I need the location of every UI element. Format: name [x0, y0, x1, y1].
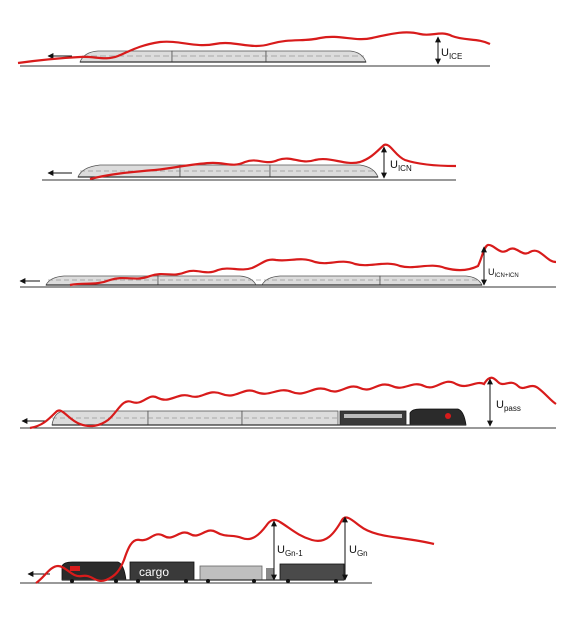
wake-wave — [17, 31, 491, 65]
amplitude-label-gn: UGn — [349, 544, 368, 558]
wake-wave — [29, 376, 557, 430]
panel-ice: UICE — [17, 31, 491, 67]
amplitude-label-icn: UICN — [390, 159, 412, 173]
panel-freight: cargo UGn-1 UGn — [20, 516, 435, 584]
amplitude-label-ice: UICE — [441, 47, 462, 61]
amplitude-label-pass: Upass — [496, 399, 521, 413]
wake-wave — [89, 143, 457, 181]
amplitude-label-icn-double: UICN+ICN — [488, 267, 519, 279]
amplitude-label-gn-1: UGn-1 — [277, 544, 303, 558]
ice-train — [79, 50, 367, 63]
panel-passenger: Upass — [20, 376, 557, 430]
wake-wave — [69, 243, 557, 287]
panel-icn-double: UICN+ICN — [19, 243, 557, 288]
panel-icn: UICN — [42, 143, 457, 181]
icn-train — [77, 164, 379, 178]
passenger-train — [51, 408, 467, 426]
locomotive — [409, 408, 467, 426]
cargo-wagon-text: cargo — [139, 565, 169, 579]
icn-double-train — [45, 275, 483, 286]
